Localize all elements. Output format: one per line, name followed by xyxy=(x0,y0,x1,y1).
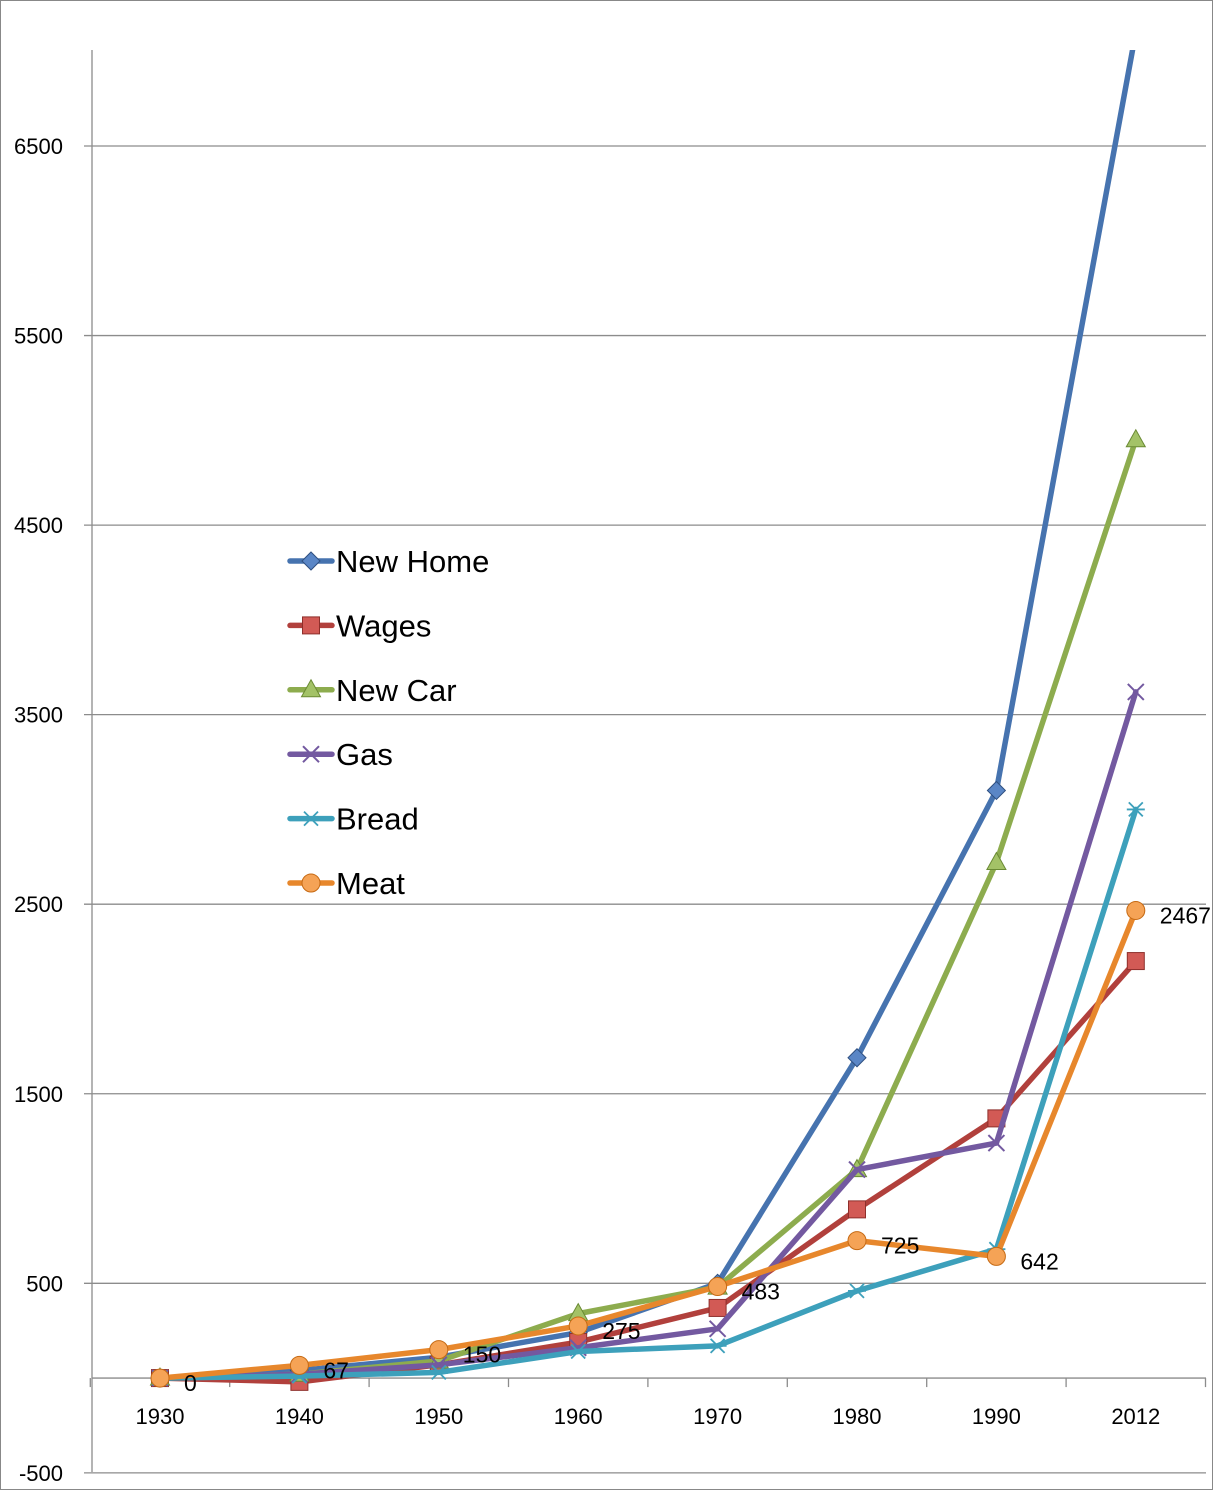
data-point-bread xyxy=(569,1343,588,1360)
legend-label: Meat xyxy=(336,866,405,901)
legend-marker xyxy=(302,810,320,827)
legend-label: New Home xyxy=(336,544,489,579)
y-tick-label: 3500 xyxy=(14,703,63,728)
data-point-new-home xyxy=(847,1048,867,1068)
data-point-meat xyxy=(150,1368,170,1388)
legend-marker xyxy=(301,551,321,571)
y-tick-label: 6500 xyxy=(14,134,63,159)
x-tick-label: 1950 xyxy=(414,1404,463,1429)
y-tick-label: 500 xyxy=(26,1271,63,1296)
data-point-new-home xyxy=(986,780,1007,801)
legend-item-new-car: New Car xyxy=(287,673,457,708)
legend-label: Bread xyxy=(336,802,419,837)
data-label: 275 xyxy=(602,1318,640,1344)
data-point-meat xyxy=(289,1355,309,1375)
x-tick-label: 1990 xyxy=(972,1404,1021,1429)
x-tick-label: 1930 xyxy=(136,1404,185,1429)
data-point-meat xyxy=(568,1316,588,1336)
data-labels: 0 67 150 275 483 725 642 2467 xyxy=(184,902,1211,1396)
data-point-gas xyxy=(708,1320,727,1338)
legend-marker xyxy=(300,678,322,698)
series-line-wages xyxy=(157,958,1139,1385)
data-point-wages xyxy=(708,1298,727,1317)
data-label: 2467 xyxy=(1160,902,1211,928)
series-line-meat xyxy=(157,907,1139,1381)
x-tick-label: 1940 xyxy=(275,1404,324,1429)
data-point-wages xyxy=(848,1200,866,1219)
legend-label: Wages xyxy=(336,608,431,643)
data-point-gas xyxy=(848,1160,866,1179)
legend-marker xyxy=(301,873,321,893)
y-tick-label: -500 xyxy=(19,1461,63,1486)
data-point-meat xyxy=(708,1277,728,1297)
legend-marker xyxy=(302,616,320,635)
legend: New Home Wages New Car Gas Bread Meat xyxy=(287,544,489,901)
data-point-new-car xyxy=(1125,428,1147,448)
data-point-wages xyxy=(1126,952,1145,971)
data-point-meat xyxy=(986,1246,1006,1266)
x-tick-label: 1980 xyxy=(833,1404,882,1429)
legend-marker xyxy=(302,745,320,763)
y-tick-label: 1500 xyxy=(14,1082,63,1107)
data-label: 483 xyxy=(742,1279,780,1305)
data-point-bread xyxy=(848,1283,866,1299)
data-point-new-car xyxy=(986,851,1007,870)
x-tick-label: 1970 xyxy=(693,1404,742,1429)
x-tick-label: 1960 xyxy=(554,1404,603,1429)
data-point-gas xyxy=(987,1134,1006,1152)
legend-item-new-home: New Home xyxy=(287,544,489,579)
data-point-meat xyxy=(847,1231,867,1251)
data-point-meat xyxy=(429,1340,449,1360)
data-label: 642 xyxy=(1020,1248,1058,1274)
legend-item-meat: Meat xyxy=(287,866,405,901)
y-tick-label: 2500 xyxy=(14,892,63,917)
data-point-gas xyxy=(1127,683,1145,701)
legend-label: New Car xyxy=(336,673,457,708)
legend-item-bread: Bread xyxy=(287,802,419,837)
data-point-meat xyxy=(1126,900,1146,920)
series-line-gas xyxy=(157,689,1139,1381)
legend-item-wages: Wages xyxy=(287,608,431,643)
data-label: 150 xyxy=(463,1342,501,1368)
data-label: 725 xyxy=(881,1233,919,1259)
y-tick-label: 4500 xyxy=(14,513,63,538)
legend-label: Gas xyxy=(336,737,393,772)
series-lines xyxy=(149,50,1147,1391)
series-meat xyxy=(150,900,1146,1388)
data-label: 0 xyxy=(184,1370,197,1396)
data-label: 67 xyxy=(323,1357,349,1383)
legend-item-gas: Gas xyxy=(287,737,393,772)
gridlines xyxy=(84,145,1206,1474)
data-point-bread xyxy=(1126,801,1145,818)
data-point-bread xyxy=(708,1338,727,1354)
data-point-bread xyxy=(429,1364,448,1381)
x-tick-label: 2012 xyxy=(1111,1404,1160,1429)
y-tick-label: 5500 xyxy=(14,324,63,349)
